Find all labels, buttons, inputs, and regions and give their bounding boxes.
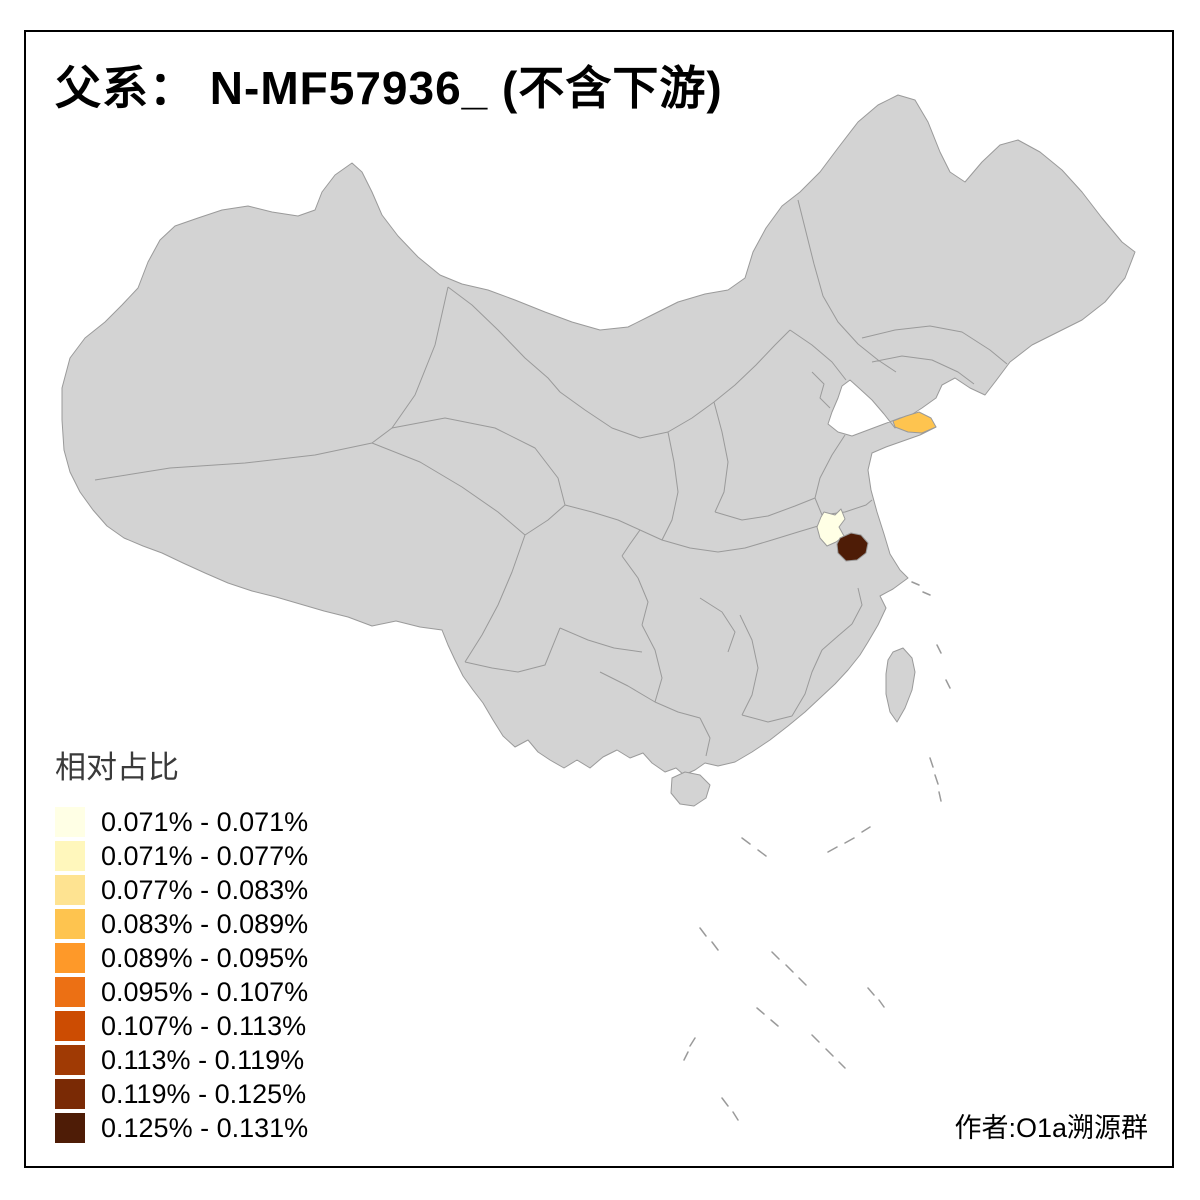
legend-label: 0.095% - 0.107% [101,976,309,1007]
province-borders [94,199,1008,757]
legend-item: 0.071% - 0.077% [55,839,308,873]
attribution-text: 作者:O1a溯源群 [954,1113,1148,1143]
figure-title: 父系： N-MF57936_ (不含下游) [55,62,723,114]
legend-label: 0.125% - 0.131% [101,1112,309,1143]
hainan-island-shape [670,771,711,807]
legend-item: 0.071% - 0.071% [55,805,308,839]
south-china-sea-islands [683,581,951,1121]
highlighted-region-dark [836,532,869,562]
taiwan-island-shape [885,647,916,723]
legend-swatch [55,841,85,871]
legend-item: 0.107% - 0.113% [55,1009,308,1043]
legend-label: 0.083% - 0.089% [101,908,309,939]
legend-label: 0.071% - 0.077% [101,840,309,871]
legend-swatch [55,1079,85,1109]
legend-swatch [55,875,85,905]
legend-swatch [55,1113,85,1143]
legend-label: 0.119% - 0.125% [101,1078,307,1109]
legend-swatch [55,807,85,837]
legend-title: 相对占比 [55,750,179,785]
highlighted-region-shandong-peninsula [892,411,937,434]
legend-label: 0.113% - 0.119% [101,1044,305,1075]
legend-label: 0.071% - 0.071% [101,806,309,837]
legend-label: 0.077% - 0.083% [101,874,309,905]
legend-label: 0.107% - 0.113% [101,1010,307,1041]
map-legend: 相对占比 0.071% - 0.071% 0.071% - 0.077% 0.077… [55,742,308,1145]
legend-label: 0.089% - 0.095% [101,942,309,973]
legend-item: 0.125% - 0.131% [55,1111,308,1145]
legend-item: 0.083% - 0.089% [55,907,308,941]
legend-swatch [55,943,85,973]
china-mainland-shape [61,94,1136,776]
legend-swatch [55,1045,85,1075]
legend-items: 0.071% - 0.071% 0.071% - 0.077% 0.077% - 0… [55,805,308,1145]
legend-swatch [55,1011,85,1041]
legend-swatch [55,909,85,939]
legend-item: 0.095% - 0.107% [55,975,308,1009]
legend-item: 0.113% - 0.119% [55,1043,308,1077]
legend-item: 0.077% - 0.083% [55,873,308,907]
legend-item: 0.119% - 0.125% [55,1077,308,1111]
legend-item: 0.089% - 0.095% [55,941,308,975]
legend-swatch [55,977,85,1007]
